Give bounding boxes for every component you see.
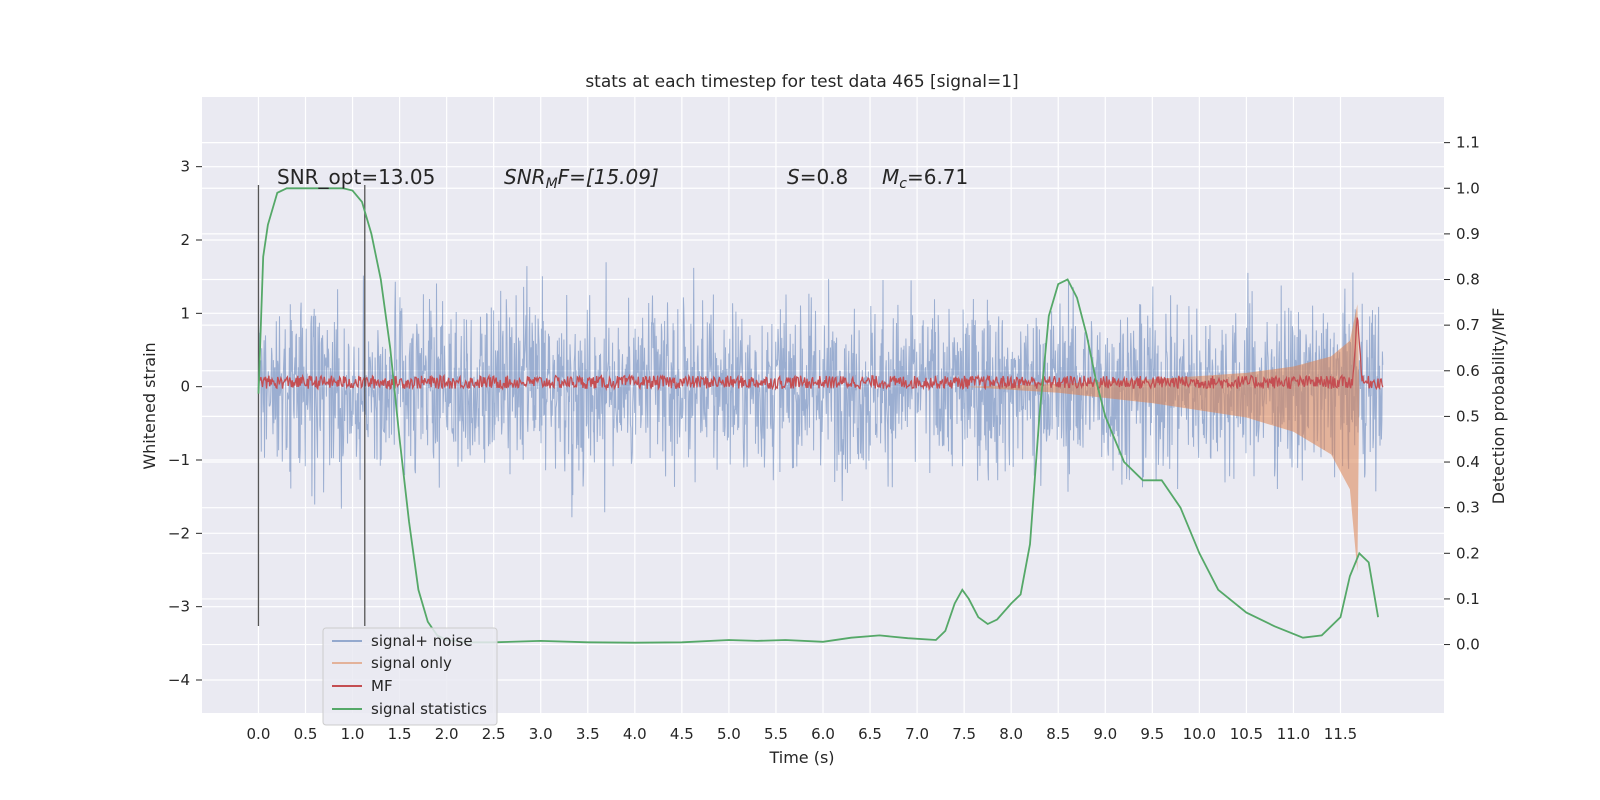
annotation-snr-mf-rest: F=[15.09] — [558, 165, 659, 189]
y-right-axis-label: Detection probability/MF — [1489, 308, 1508, 505]
y-right-tick-label: 0.7 — [1456, 316, 1480, 334]
y-right-tick-label: 1.1 — [1456, 134, 1480, 152]
x-tick-label: 6.0 — [811, 725, 835, 743]
y-right-tick-label: 0.6 — [1456, 362, 1480, 380]
x-axis-label: Time (s) — [768, 748, 834, 767]
annotation-mc: Mc=6.71 — [882, 165, 968, 192]
legend-box — [322, 627, 498, 726]
x-tick-label: 2.0 — [435, 725, 459, 743]
legend-label-mf: MF — [371, 677, 393, 695]
x-tick-label: 8.5 — [1046, 725, 1070, 743]
x-tick-label: 10.5 — [1230, 725, 1263, 743]
x-tick-label: 0.0 — [247, 725, 271, 743]
x-tick-label: 3.0 — [529, 725, 553, 743]
x-tick-label: 10.0 — [1183, 725, 1216, 743]
y-right-tick-label: 0.5 — [1456, 407, 1480, 425]
y-right-tick-label: 0.8 — [1456, 271, 1480, 289]
y-right-tick-label: 0.2 — [1456, 544, 1480, 562]
y-right-tick-label: 0.1 — [1456, 590, 1480, 608]
chart-title: stats at each timestep for test data 465… — [585, 72, 1018, 92]
x-tick-label: 11.0 — [1277, 725, 1310, 743]
x-tick-label: 4.0 — [623, 725, 647, 743]
y-tick-label: 0 — [180, 378, 190, 396]
x-tick-label: 11.5 — [1324, 725, 1357, 743]
y-right-tick-label: 0.9 — [1456, 225, 1480, 243]
x-tick-label: 2.5 — [482, 725, 506, 743]
y-axis-label: Whitened strain — [140, 342, 159, 469]
annotation-mc-var: M — [882, 165, 899, 189]
annotation-snr-opt: SNR_opt=13.05 — [277, 165, 435, 189]
annotation-s: S=0.8 — [787, 165, 848, 189]
y-tick-label: −3 — [168, 598, 190, 616]
y-tick-label: 3 — [180, 158, 190, 176]
x-tick-label: 4.5 — [670, 725, 694, 743]
y-tick-label: −4 — [168, 671, 190, 689]
annotation-mc-sub: c — [899, 176, 907, 192]
series-signal-only — [964, 304, 1360, 572]
x-tick-label: 5.5 — [764, 725, 788, 743]
y-tick-label: −1 — [168, 451, 190, 469]
x-tick-label: 3.5 — [576, 725, 600, 743]
legend: signal+ noise signal only MF signal stat… — [322, 627, 498, 726]
y-tick-label: 2 — [180, 231, 190, 249]
series-mf — [257, 317, 1384, 391]
annotation-snr-mf: SNRMF=[15.09] — [504, 165, 659, 192]
y-right-tick-label: 0.3 — [1456, 499, 1480, 517]
x-tick-label: 5.0 — [717, 725, 741, 743]
x-tick-label: 9.0 — [1093, 725, 1117, 743]
series-signal-statistics — [257, 187, 1379, 644]
annotation-s-val: =0.8 — [800, 165, 849, 189]
legend-label-signal-noise: signal+ noise — [371, 632, 473, 650]
y-right-tick-label: 0.0 — [1456, 636, 1480, 654]
x-tick-label: 6.5 — [858, 725, 882, 743]
legend-label-signal-only: signal only — [371, 654, 452, 672]
legend-label-signal-statistics: signal statistics — [371, 700, 487, 718]
annotation-snr-mf-var: SNR — [504, 165, 546, 189]
annotation-s-var: S — [787, 165, 800, 189]
y-right-tick-label: 1.0 — [1456, 179, 1480, 197]
annotation-snr-mf-sub: M — [546, 176, 558, 192]
y-right-tick-label: 0.4 — [1456, 453, 1480, 471]
x-tick-label: 0.5 — [294, 725, 318, 743]
annotation-mc-val: =6.71 — [907, 165, 968, 189]
x-tick-label: 8.0 — [999, 725, 1023, 743]
x-tick-label: 7.0 — [905, 725, 929, 743]
x-tick-label: 1.5 — [388, 725, 412, 743]
y-tick-label: 1 — [180, 304, 190, 322]
x-tick-label: 7.5 — [952, 725, 976, 743]
y-tick-label: −2 — [168, 524, 190, 542]
x-tick-label: 9.5 — [1140, 725, 1164, 743]
x-tick-label: 1.0 — [341, 725, 365, 743]
